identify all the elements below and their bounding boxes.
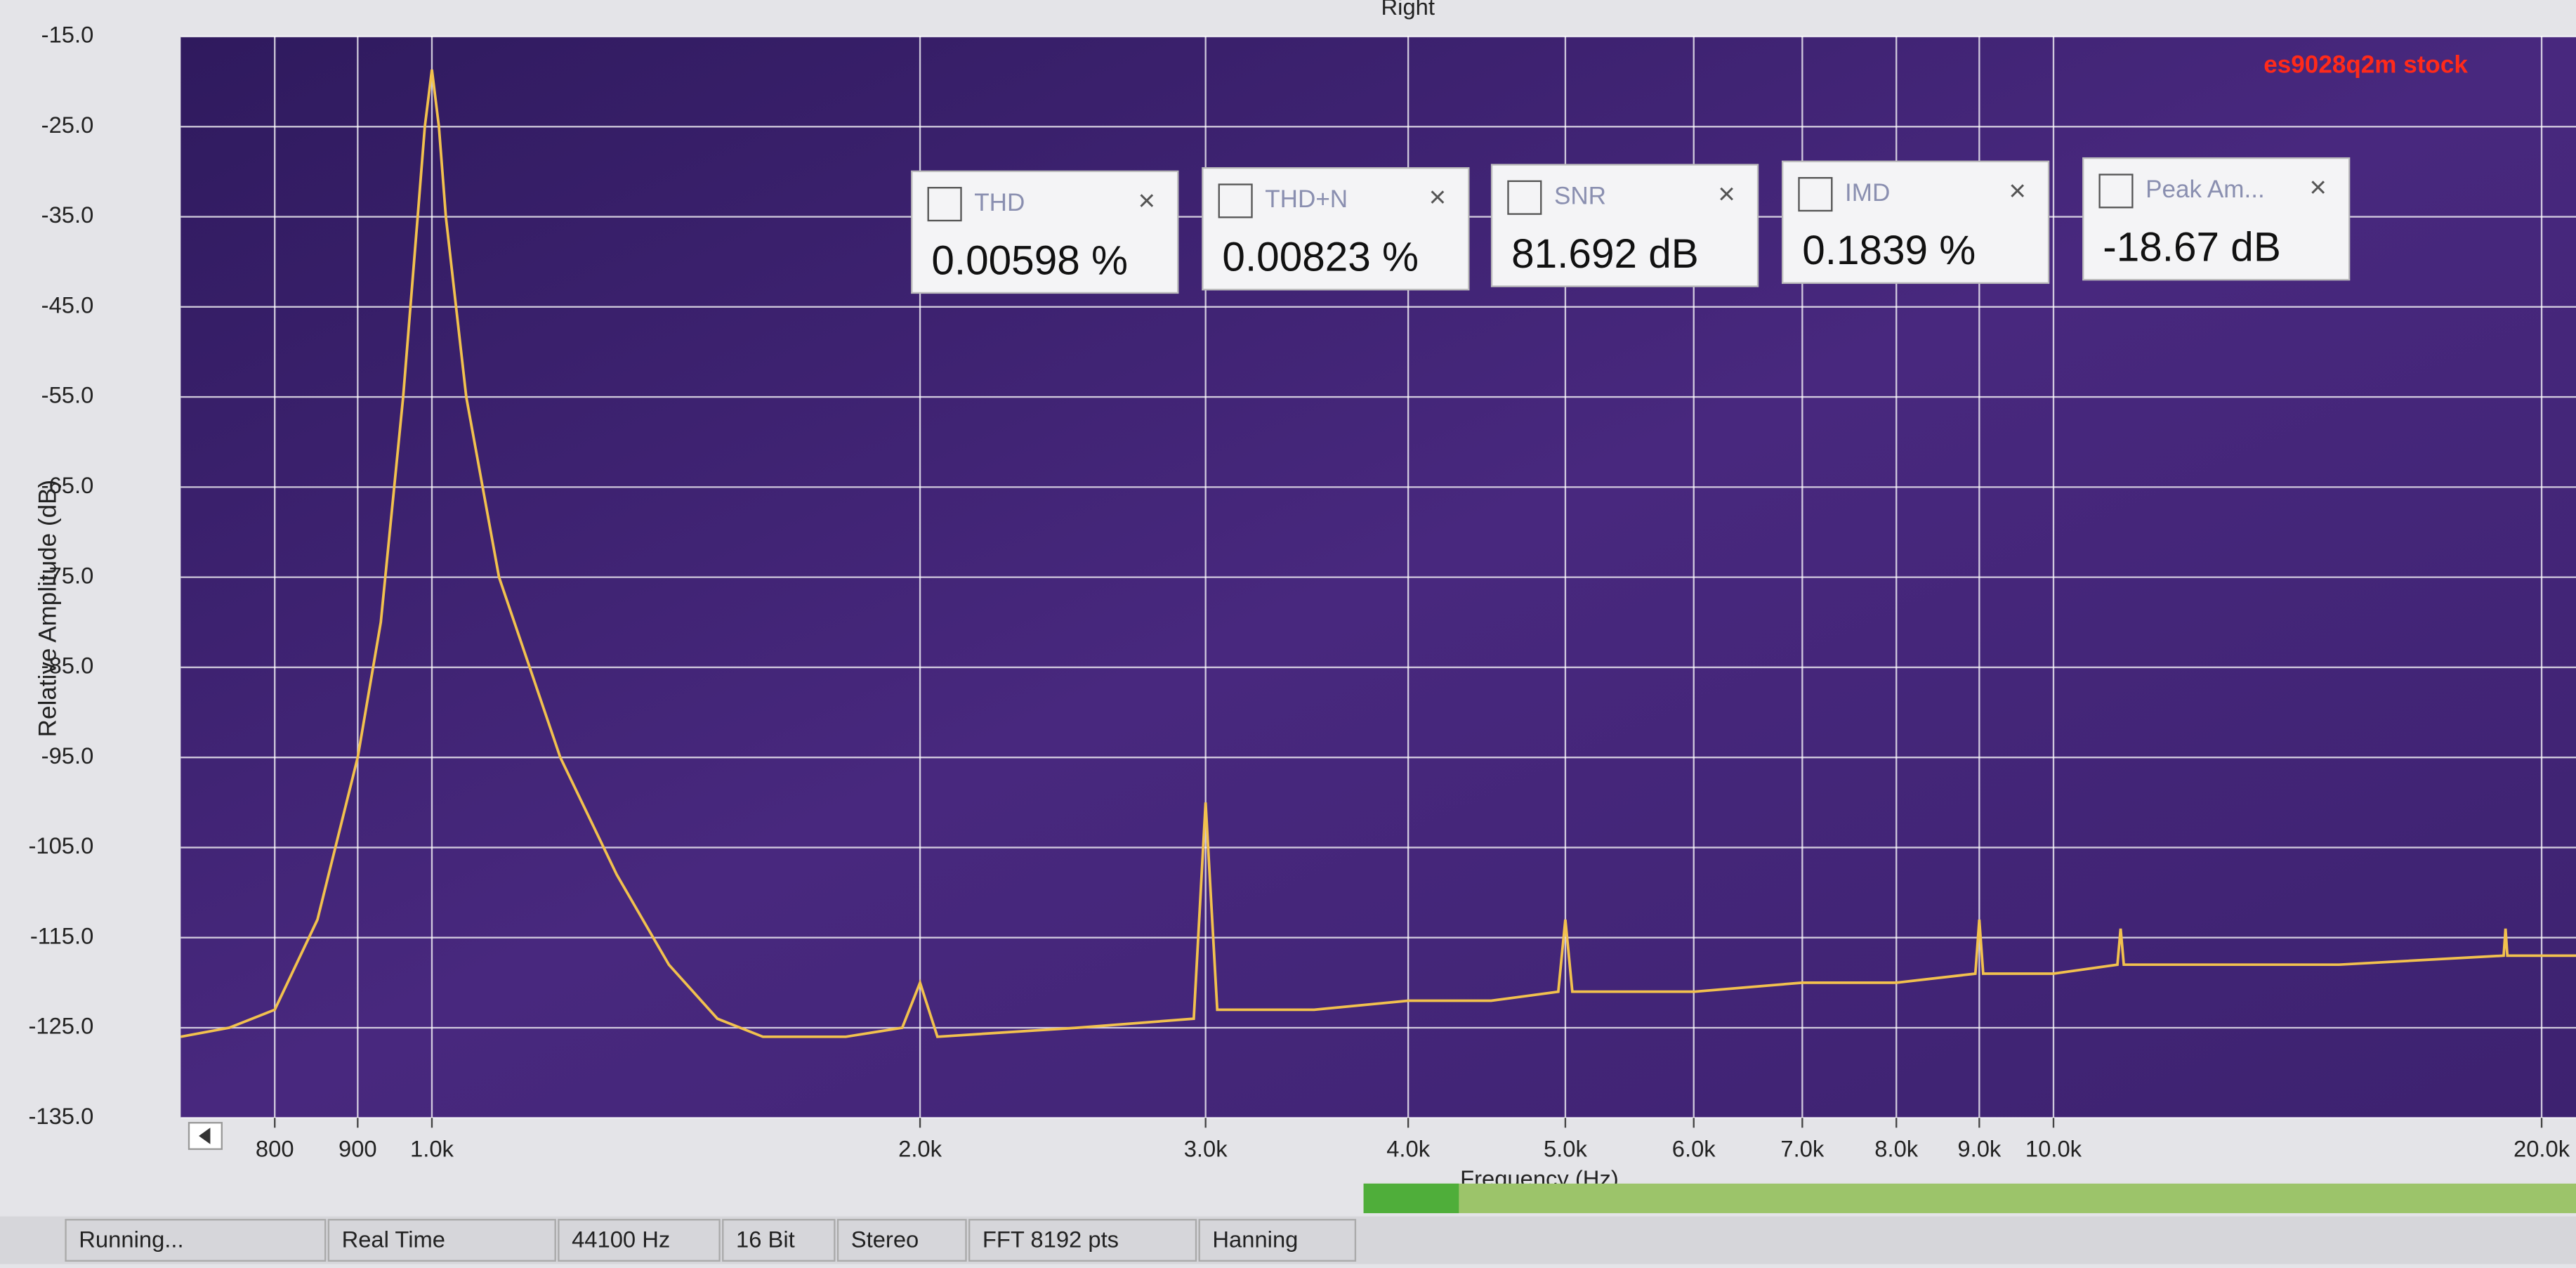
level-bar-peak [1363, 1183, 1459, 1213]
status-text: Hanning [1212, 1226, 1298, 1252]
spectrum-line [180, 69, 2576, 1038]
x-tick-label: 900 [339, 1136, 377, 1162]
x-tick-label: 1.0k [410, 1136, 454, 1162]
y-tick-label: -15.0 [41, 22, 94, 48]
y-tick-label: -35.0 [41, 202, 94, 228]
meter-panel [2082, 157, 2351, 281]
scroll-arrow-icon [199, 1128, 211, 1144]
level-bar [1363, 1183, 2576, 1213]
x-tick-label: 10.0k [2025, 1136, 2082, 1162]
x-tick-label: 7.0k [1780, 1136, 1825, 1162]
y-tick-label: -105.0 [28, 832, 93, 858]
status-cell [722, 1219, 836, 1262]
status-cell [327, 1219, 556, 1262]
y-tick-label: -85.0 [41, 653, 94, 679]
status-text: Running... [79, 1226, 183, 1252]
close-icon[interactable]: × [1718, 177, 1735, 210]
pause-icon[interactable] [1798, 177, 1833, 212]
status-cell [968, 1219, 1197, 1262]
meter-label: Peak Am... [2145, 176, 2265, 203]
meter-panel [911, 170, 1179, 294]
x-tick-label: 2.0k [898, 1136, 942, 1162]
status-text: Stereo [851, 1226, 919, 1252]
meter-label: SNR [1554, 183, 1606, 210]
pause-icon[interactable] [2098, 174, 2134, 209]
close-icon[interactable]: × [1138, 183, 1156, 216]
y-tick-label: -125.0 [28, 1013, 93, 1039]
meter-label: IMD [1845, 179, 1890, 207]
meter-panel [1781, 160, 2050, 285]
meter-value: 0.00823 % [1222, 235, 1419, 280]
y-tick-label: -25.0 [41, 112, 94, 138]
x-tick-label: 3.0k [1184, 1136, 1228, 1162]
meter-panel [1202, 166, 1470, 291]
status-text: FFT 8192 pts [983, 1226, 1119, 1252]
pause-icon[interactable] [1218, 183, 1253, 218]
close-icon[interactable]: × [2309, 171, 2327, 204]
status-text: 44100 Hz [572, 1226, 670, 1252]
close-icon[interactable]: × [1429, 181, 1447, 214]
meter-panels: THD × 0.00598 % THD+N × 0.00823 % SNR × 81.692 d… [911, 157, 2351, 294]
y-axis-label: Relative Amplitude (dB) [34, 480, 61, 738]
y-tick-label: -95.0 [41, 743, 94, 769]
y-tick-label: -65.0 [41, 472, 94, 498]
meter-label: THD [974, 189, 1025, 216]
status-text: 16 Bit [736, 1226, 795, 1252]
y-tick-label: -135.0 [28, 1103, 93, 1129]
status-text: Real Time [342, 1226, 445, 1252]
meter-value: 0.00598 % [931, 237, 1128, 283]
status-cell [65, 1219, 327, 1262]
x-tick-label: 8.0k [1874, 1136, 1919, 1162]
status-cell [1198, 1219, 1357, 1262]
grid [180, 35, 2576, 1119]
x-tick-label: 20.0k [2513, 1136, 2570, 1162]
close-icon[interactable]: × [2009, 174, 2026, 207]
pause-icon[interactable] [927, 187, 962, 222]
meter-label: THD+N [1265, 185, 1348, 213]
meter-value: -18.67 dB [2103, 225, 2281, 270]
x-tick-label: 4.0k [1386, 1136, 1431, 1162]
x-tick-label: 9.0k [1957, 1136, 2002, 1162]
meter-panel [1490, 164, 1759, 287]
status-cell [836, 1219, 967, 1262]
status-bar [0, 1216, 2576, 1264]
x-tick-label: 6.0k [1672, 1136, 1716, 1162]
meter-value: 81.692 dB [1511, 231, 1699, 277]
status-cells: Running... Real Time 44100 Hz 16 Bit Stereo F… [65, 1219, 1357, 1262]
y-tick-label: -45.0 [41, 292, 94, 318]
y-tick-label: -55.0 [41, 382, 94, 408]
y-tick-label: -115.0 [30, 922, 93, 948]
pause-icon[interactable] [1507, 180, 1542, 215]
x-tick-label: 5.0k [1544, 1136, 1588, 1162]
annotation: es9028q2m stock [2263, 51, 2468, 78]
status-cell [558, 1219, 721, 1262]
chart-title: Right [1381, 0, 1435, 20]
meter-value: 0.1839 % [1802, 228, 1976, 273]
x-tick-label: 800 [256, 1136, 294, 1162]
y-tick-label: -75.0 [41, 562, 94, 588]
